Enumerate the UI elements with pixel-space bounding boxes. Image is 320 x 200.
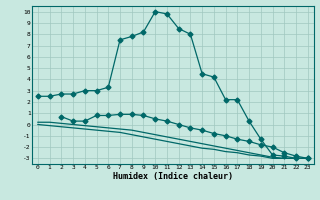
X-axis label: Humidex (Indice chaleur): Humidex (Indice chaleur) (113, 172, 233, 181)
